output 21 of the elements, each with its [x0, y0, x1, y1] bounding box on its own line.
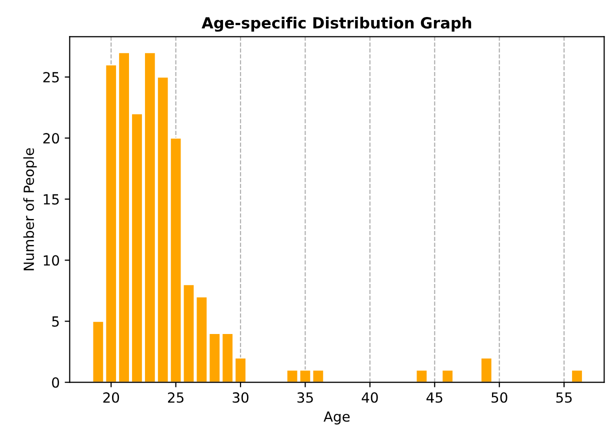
y-tick-label: 5 — [52, 316, 59, 327]
x-tick-label: 20 — [103, 392, 120, 403]
x-tick-label: 35 — [297, 392, 313, 403]
y-tick-label: 15 — [44, 194, 59, 205]
x-tick-label: 50 — [492, 392, 508, 403]
y-tick-label: 0 — [52, 377, 60, 388]
y-tick-label: 20 — [43, 133, 60, 144]
x-axis-title: Age — [324, 411, 350, 424]
x-tick-label: 40 — [362, 392, 378, 403]
y-tick-label: 25 — [43, 72, 59, 82]
x-tick-label: 25 — [168, 392, 184, 403]
x-tick-label: 45 — [426, 392, 442, 403]
x-tick-label: 30 — [232, 392, 248, 403]
bar — [442, 370, 454, 382]
y-axis-title: Number of People — [23, 148, 37, 270]
y-tick-label: 10 — [44, 255, 60, 266]
bar — [570, 370, 584, 382]
bar — [480, 357, 492, 382]
bar — [416, 370, 428, 382]
chart-title: Age-specific Distribution Graph — [202, 16, 472, 32]
x-tick-label: 55 — [556, 392, 572, 403]
